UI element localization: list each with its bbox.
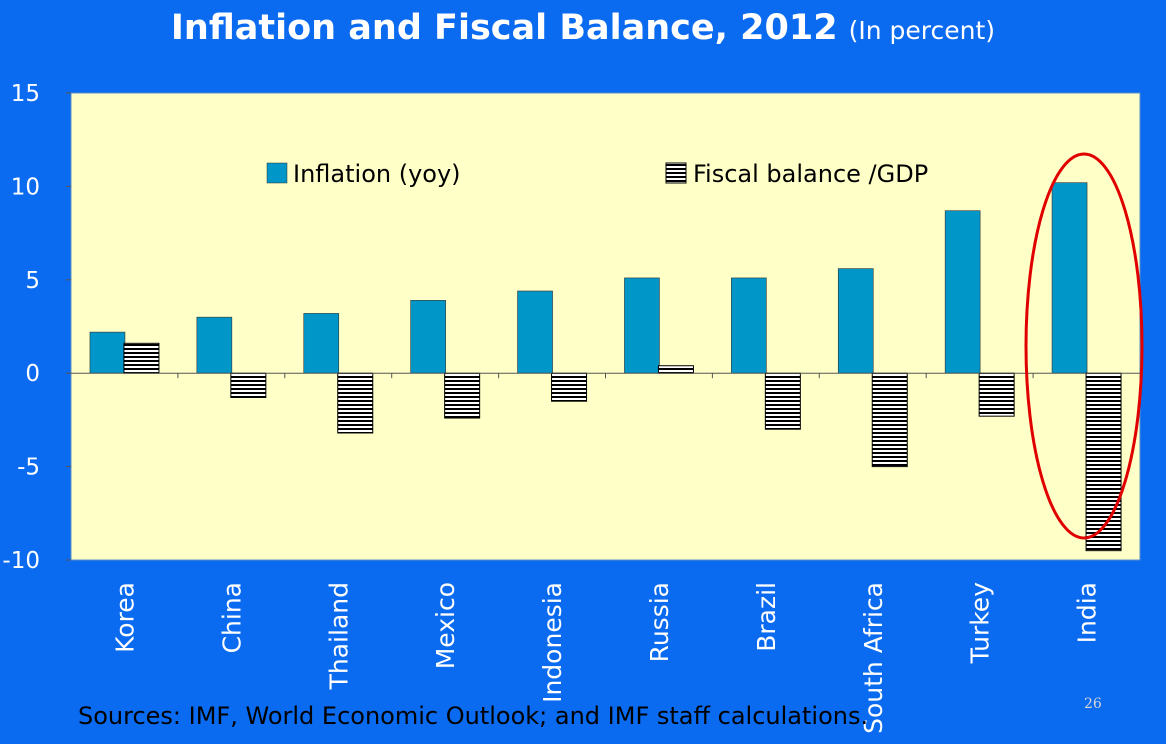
x-axis: Korea China Thailand Mexico Indonesia Russia B… [110,373,1102,734]
y-tick-label: 5 [25,268,40,294]
inflation-bar-china [196,316,233,374]
y-axis: 15 10 5 0 -5 -10 [2,81,71,574]
y-tick-label: 10 [11,174,40,200]
legend-swatch-inflation [266,162,288,184]
fiscal-bar-brazil [764,372,801,430]
inflation-bar-india [1051,182,1088,374]
chart-title-units: (In percent) [848,16,996,45]
legend-label-inflation: Inflation (yoy) [293,160,461,188]
inflation-bar-indonesia [517,290,553,374]
india-highlight-ellipse [1024,152,1144,540]
fiscal-bar-russia [657,365,694,374]
y-tick-label: -5 [17,455,40,481]
page-number: 26 [1084,696,1102,712]
x-tick-label: Indonesia [538,582,567,703]
chart-title-main: Inflation and Fiscal Balance, 2012 [170,8,838,48]
legend-label-fiscal: Fiscal balance /GDP [693,160,928,188]
x-tick-label: China [217,582,246,653]
fiscal-bar-china [230,372,267,398]
fiscal-bar-indonesia [551,372,588,402]
inflation-bar-south-africa [837,268,874,374]
fiscal-bar-thailand [337,372,374,434]
y-tick-label: 0 [25,361,40,387]
x-tick-label: Brazil [752,582,781,652]
x-tick-label: Korea [110,582,139,653]
x-tick-label: Russia [645,582,674,662]
fiscal-bar-mexico [444,372,481,419]
inflation-bar-korea [89,331,126,374]
inflation-bar-russia [624,277,660,374]
x-tick-label: Thailand [324,582,353,690]
fiscal-bar-india [1085,372,1122,552]
fiscal-bar-south-africa [871,372,908,468]
inflation-bar-brazil [731,277,767,374]
y-tick-label: -10 [2,548,40,574]
chart-title: Inflation and Fiscal Balance, 2012 (In p… [0,8,1166,48]
source-note: Sources: IMF, World Economic Outlook; an… [78,702,869,730]
inflation-bar-mexico [410,300,446,374]
y-tick-label: 15 [11,81,40,107]
inflation-bar-thailand [303,313,340,374]
x-tick-label: India [1073,582,1102,643]
bars [89,182,1122,552]
legend-swatch-fiscal [665,162,687,184]
fiscal-bar-korea [123,342,160,374]
legend: Inflation (yoy) Fiscal balance /GDP [266,160,928,188]
x-tick-label: Turkey [966,582,995,665]
x-tick-label: South Africa [859,582,888,734]
x-tick-label: Mexico [431,582,460,669]
inflation-bar-turkey [944,210,981,374]
fiscal-bar-turkey [978,372,1015,417]
